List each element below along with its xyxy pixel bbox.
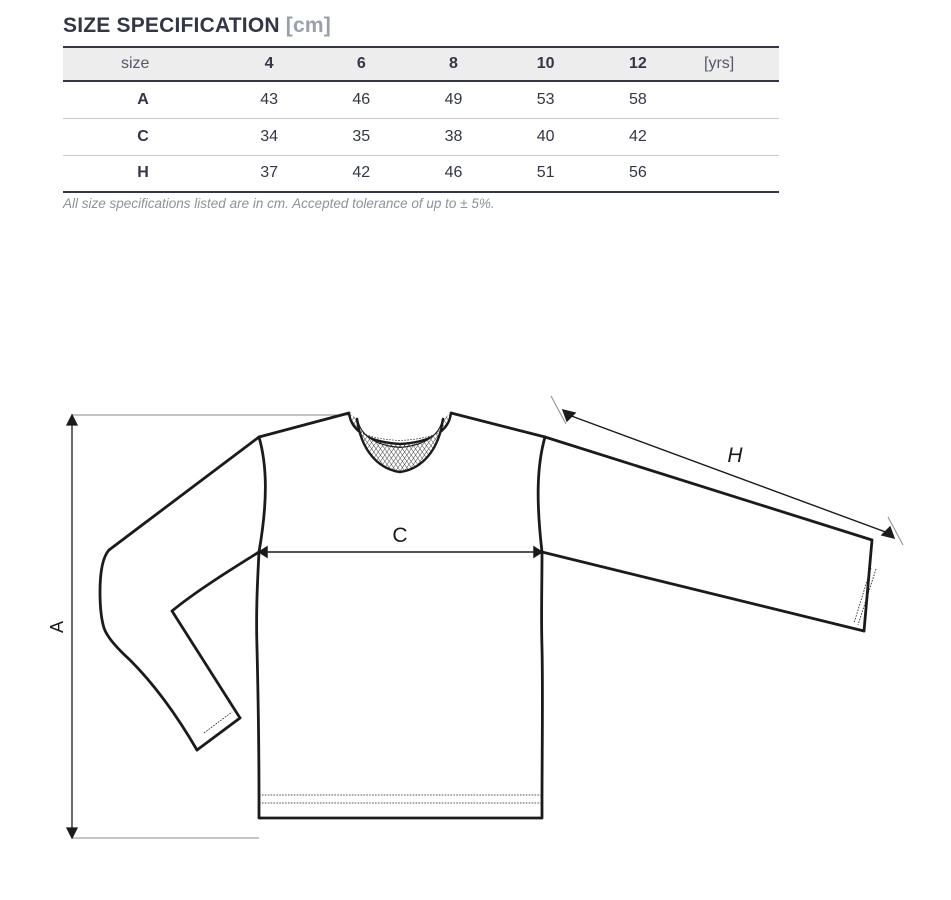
- svg-text:A: A: [47, 621, 67, 633]
- svg-text:H: H: [727, 444, 743, 467]
- svg-text:C: C: [392, 524, 407, 547]
